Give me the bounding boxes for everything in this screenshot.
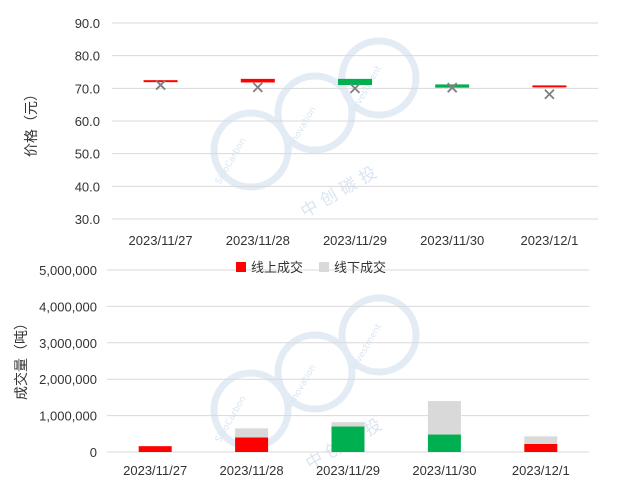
volume-bar-online [138, 446, 172, 452]
volume-axis-title: 成交量（吨） [13, 316, 30, 400]
volume-bar-offline [331, 422, 365, 427]
price-y-tick: 80.0 [75, 49, 100, 64]
volume-x-tick: 2023/11/30 [412, 463, 476, 478]
price-marker-stroke [544, 89, 555, 100]
volume-chart-marks [138, 401, 558, 452]
price-y-tick: 30.0 [75, 212, 100, 227]
volume-x-tick: 2023/11/27 [123, 463, 187, 478]
price-marker-stroke [155, 79, 166, 91]
watermark-en-mid-2: Innovation [286, 363, 318, 409]
price-candle [143, 80, 178, 83]
price-x-tick: 2023/11/27 [129, 233, 193, 248]
price-marker [252, 82, 263, 93]
watermark-top: SinoCarbon Innovation Investment 中 创 碳 投 [210, 37, 420, 222]
volume-bar-online [235, 437, 269, 452]
legend-label: 线上成交 [251, 260, 303, 276]
price-y-tick: 40.0 [75, 179, 100, 194]
volume-y-tick: 4,000,000 [39, 299, 97, 314]
volume-y-tick: 0 [90, 445, 97, 460]
price-marker [544, 89, 555, 100]
volume-bar-offline [235, 428, 269, 438]
legend-label: 线下成交 [334, 260, 386, 276]
price-x-tick: 2023/11/28 [226, 233, 290, 248]
price-y-tick: 90.0 [75, 16, 100, 31]
price-y-tick: 50.0 [75, 147, 100, 162]
price-candle [435, 84, 470, 88]
volume-chart-grid: 5,000,000 4,000,000 3,000,000 2,000,000 1,00… [39, 263, 589, 478]
price-y-tick: 60.0 [75, 114, 100, 129]
price-marker [155, 79, 166, 91]
volume-bar-online [331, 426, 365, 452]
volume-bar-online [524, 443, 558, 452]
price-marker [447, 82, 458, 93]
volume-x-tick: 2023/11/29 [316, 463, 380, 478]
volume-bar-offline [427, 401, 461, 435]
volume-y-tick: 5,000,000 [39, 263, 97, 278]
price-axis-title: 价格（元） [24, 87, 40, 157]
volume-legend: 线上成交 线下成交 [236, 260, 386, 276]
volume-y-tick: 2,000,000 [39, 372, 97, 387]
price-y-tick: 70.0 [75, 81, 100, 96]
price-marker-stroke [349, 83, 361, 94]
watermark-en-right-2: Investment [350, 322, 384, 372]
volume-y-tick: 1,000,000 [39, 409, 97, 424]
price-marker [349, 83, 361, 94]
price-candle [338, 78, 372, 86]
watermark-cn: 中 创 碳 投 [298, 163, 381, 222]
price-candle [532, 85, 567, 88]
price-x-tick: 2023/11/30 [420, 233, 484, 248]
price-x-tick: 2023/12/1 [520, 233, 578, 248]
volume-x-tick: 2023/11/28 [220, 463, 284, 478]
price-marker-stroke [252, 82, 263, 93]
price-x-tick: 2023/11/29 [323, 233, 387, 248]
price-marker-stroke [447, 82, 458, 93]
legend-swatch [319, 262, 329, 272]
price-candle [240, 78, 275, 83]
volume-bar-offline [524, 436, 558, 444]
price-chart-marks [143, 78, 567, 100]
volume-bar-online [427, 434, 461, 452]
legend-swatch [236, 262, 246, 272]
price-chart-grid: 90.0 80.0 70.0 60.0 50.0 40.0 30.0 2023/11/27 20… [75, 16, 598, 248]
volume-x-tick: 2023/12/1 [512, 463, 570, 478]
volume-y-tick: 3,000,000 [39, 336, 97, 351]
